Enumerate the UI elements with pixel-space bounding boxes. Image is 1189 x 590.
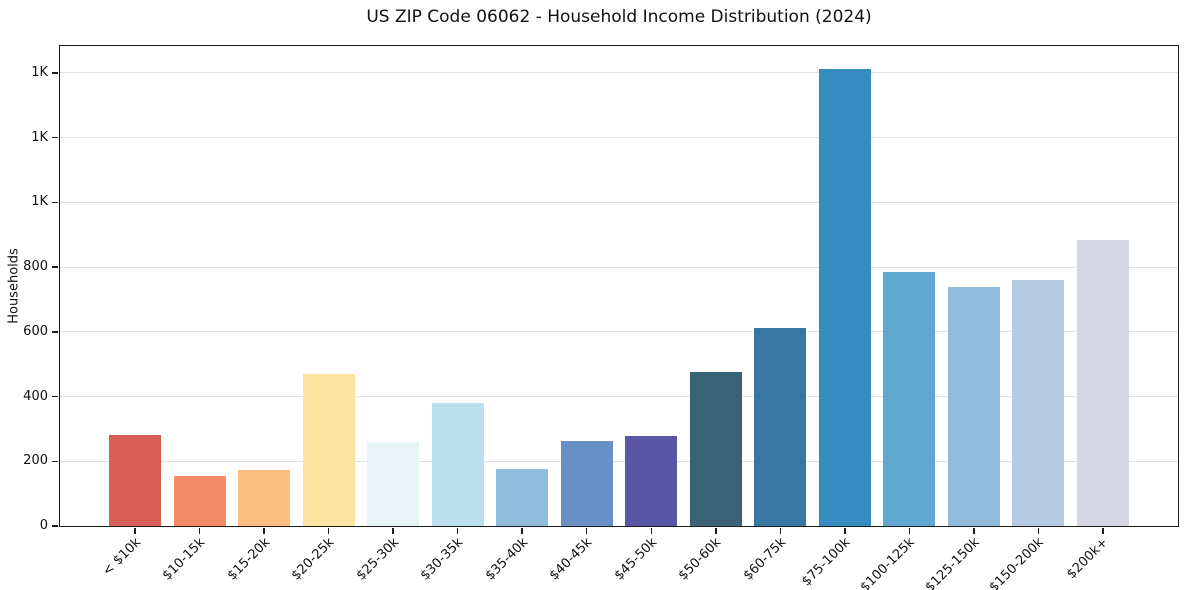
y-tick-label: 200 [23, 453, 48, 469]
x-tick-mark [908, 528, 911, 534]
x-tick-mark [392, 528, 394, 534]
x-tick-mark [134, 528, 136, 534]
bar [367, 441, 420, 526]
x-tick-mark [650, 528, 653, 534]
y-tick-label: 400 [23, 388, 48, 404]
x-tick-label: $35-40k [482, 535, 531, 584]
x-tick-label: $200k+ [1064, 535, 1112, 583]
bar [883, 271, 936, 526]
y-tick-mark [52, 201, 58, 204]
x-tick-label: $45-50k [611, 535, 660, 584]
axis-layer: 0 200 400 600 800 1K 1K 1K < $10k $10-15k $15-20k $… [23, 46, 1178, 590]
x-tick-label: $125-150k [922, 535, 983, 590]
x-tick-mark [521, 528, 523, 534]
x-tick-mark [456, 528, 459, 534]
x-tick-label: $40-45k [546, 535, 596, 584]
y-tick-mark [52, 136, 58, 139]
x-tick-mark [198, 528, 201, 534]
bar [625, 436, 678, 526]
gridline [60, 396, 1178, 398]
bar [689, 371, 742, 526]
bar [109, 435, 161, 526]
x-tick-mark [1102, 528, 1104, 534]
bar [238, 470, 291, 526]
gridline [60, 266, 1178, 268]
y-tick-mark [52, 525, 58, 527]
x-tick-label: $30-35k [417, 535, 467, 584]
y-tick-mark [52, 72, 58, 74]
bar [1012, 279, 1065, 526]
x-tick-label: $100-125k [857, 535, 919, 590]
bar [560, 441, 613, 526]
y-tick-label: 1K [31, 129, 48, 145]
x-tick-mark [844, 528, 846, 534]
x-tick-label: $60-75k [740, 535, 789, 584]
gridline [60, 460, 1178, 462]
gridlines-layer [60, 46, 1178, 526]
bar [818, 68, 871, 526]
chart-title: US ZIP Code 06062 - Household Income Dis… [366, 7, 872, 27]
x-tick-label: $25-30k [353, 535, 402, 584]
x-tick-label: $150-200k [986, 535, 1048, 590]
y-tick-label: 1K [31, 64, 48, 80]
x-tick-label: $75-100k [799, 535, 854, 590]
y-tick-mark [52, 460, 58, 463]
x-tick-label: $15-20k [224, 535, 273, 584]
bar [754, 328, 807, 526]
y-tick-label: 1K [31, 194, 48, 210]
y-tick-mark [52, 266, 58, 268]
x-tick-mark [1037, 528, 1040, 534]
x-tick-mark [779, 528, 782, 534]
gridline [60, 331, 1178, 333]
x-tick-label: $10-15k [159, 535, 209, 584]
y-tick-mark [52, 395, 58, 398]
x-tick-mark [327, 528, 330, 534]
bar [302, 373, 355, 526]
bars-layer [60, 46, 1178, 526]
x-tick-mark [715, 528, 717, 534]
x-tick-mark [973, 528, 975, 534]
y-tick-label: 600 [23, 323, 48, 339]
bar [431, 402, 484, 526]
x-tick-mark [585, 528, 588, 534]
gridline [60, 137, 1178, 139]
bar [173, 476, 226, 526]
gridline [60, 72, 1178, 74]
x-tick-label: < $10k [99, 535, 144, 580]
x-tick-mark [263, 528, 265, 534]
x-tick-label: $50-60k [675, 535, 725, 584]
y-tick-label: 0 [39, 518, 48, 533]
bar [1077, 239, 1129, 526]
bar [496, 469, 549, 526]
gridline [60, 201, 1178, 203]
y-tick-label: 800 [23, 259, 48, 275]
y-tick-mark [52, 331, 58, 333]
x-tick-label: $20-25k [288, 535, 338, 584]
bar [947, 287, 1000, 526]
plot-area: 0 200 400 600 800 1K 1K 1K < $10k $10-15k $15-20k $… [23, 45, 1179, 590]
